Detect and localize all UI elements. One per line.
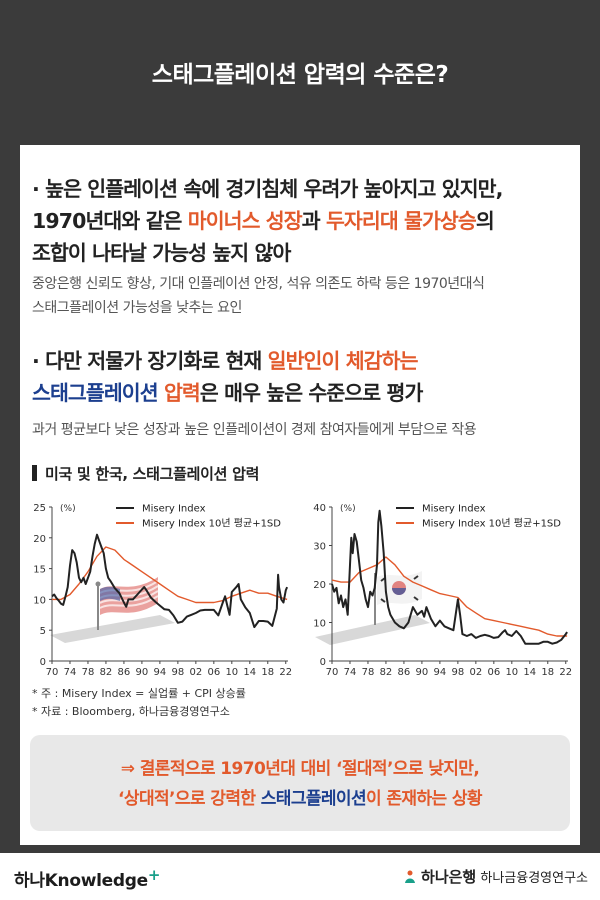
y-tick-label: 10	[33, 595, 46, 606]
y-tick-label: 5	[40, 626, 46, 637]
y-tick-label: 0	[320, 657, 326, 668]
section2-line1: · 다만 저물가 장기화로 현재 일반인이 체감하는	[32, 349, 419, 373]
x-tick-label: 02	[469, 667, 482, 678]
chart-title: 미국 및 한국, 스태그플레이션 압력	[32, 463, 259, 484]
x-tick-label: 22	[279, 667, 292, 678]
highlight-pressure: 압력	[157, 381, 201, 405]
us-flag-icon	[50, 577, 175, 643]
y-tick-label: 15	[33, 565, 46, 576]
x-tick-label: 14	[243, 667, 256, 678]
unit-label: (%)	[60, 504, 76, 514]
x-tick-label: 10	[225, 667, 238, 678]
x-tick-label: 90	[416, 667, 429, 678]
section1-subtext: 중앙은행 신뢰도 향상, 기대 인플레이션 안정, 석유 의존도 하락 등은 1…	[32, 276, 485, 316]
section2-subtext: 과거 평균보다 낮은 성장과 높은 인플레이션이 경제 참여자들에게 부담으로 …	[32, 422, 477, 438]
series-10yr-avg-plus-1sd	[331, 556, 568, 637]
series-misery-index	[51, 533, 289, 629]
unit-label: (%)	[340, 504, 356, 514]
content-card	[20, 145, 580, 845]
x-tick-label: 82	[380, 667, 393, 678]
x-tick-label: 70	[46, 667, 59, 678]
x-tick-label: 98	[171, 667, 184, 678]
hana-knowledge-logo: 하나Knowledge+	[14, 866, 161, 891]
series-10yr-avg-plus-1sd	[52, 546, 288, 604]
x-tick-label: 18	[261, 667, 274, 678]
footer	[0, 853, 600, 900]
section1-line2: 1970년대와 같은 마이너스 성장과 두자리대 물가상승의	[32, 209, 495, 233]
x-tick-label: 74	[64, 667, 77, 678]
x-tick-label: 94	[434, 667, 447, 678]
plus-icon: +	[147, 866, 161, 884]
conclusion-box: ⇒ 결론적으로 1970년대 대비 ‘절대적’으로 낮지만, ‘상대적’으로 강…	[30, 735, 570, 831]
highlight-perceived: 일반인이 체감하는	[267, 349, 419, 373]
highlight-double-digit-inflation: 두자리대 물가상승	[325, 209, 477, 233]
y-tick-label: 40	[313, 503, 326, 514]
korea-flag-icon	[315, 571, 430, 645]
legend-label: Misery Index 10년 평균+1SD	[142, 518, 281, 530]
x-tick-label: 14	[523, 667, 536, 678]
x-tick-label: 94	[154, 667, 167, 678]
legend-label: Misery Index	[142, 504, 206, 515]
x-tick-label: 90	[136, 667, 149, 678]
chart-notes: * 주 : Misery Index = 실업률 + CPI 상승률 * 자료 …	[32, 685, 246, 721]
x-tick-label: 22	[559, 667, 572, 678]
hana-leaf-icon	[403, 870, 417, 884]
y-tick-label: 25	[33, 503, 46, 514]
header: 스태그플레이션 압력의 수준은?	[0, 0, 600, 145]
x-tick-label: 74	[344, 667, 357, 678]
series-misery-index	[331, 509, 568, 645]
y-tick-label: 0	[40, 657, 46, 668]
korea-misery-chart: 0 10 20 30 40 (%) 70 74 78 82 86 90 94 98 02 06 10 14 18 22…	[313, 503, 572, 678]
note-definition: * 주 : Misery Index = 실업률 + CPI 상승률	[32, 687, 246, 700]
x-tick-label: 86	[118, 667, 131, 678]
x-tick-label: 78	[82, 667, 95, 678]
x-tick-label: 02	[189, 667, 202, 678]
section1-headline: · 높은 인플레이션 속에 경기침체 우려가 높아지고 있지만, 1970년대와…	[32, 173, 582, 269]
highlight-stagflation: 스태그플레이션	[32, 381, 159, 405]
section2-headline: · 다만 저물가 장기화로 현재 일반인이 체감하는 스태그플레이션 압력은 매…	[32, 345, 582, 409]
highlight-negative-growth: 마이너스 성장	[187, 209, 303, 233]
y-tick-label: 30	[313, 542, 326, 553]
y-tick-label: 20	[313, 580, 326, 591]
y-tick-label: 20	[33, 534, 46, 545]
x-tick-label: 10	[505, 667, 518, 678]
x-tick-label: 82	[100, 667, 113, 678]
conclusion-line2: ‘상대적’으로 강력한 스태그플레이션이 존재하는 상황	[118, 789, 482, 809]
x-tick-label: 70	[326, 667, 339, 678]
x-tick-label: 18	[541, 667, 554, 678]
x-tick-label: 86	[398, 667, 411, 678]
hana-bank-logo: 하나은행 하나금융경영연구소	[403, 866, 588, 887]
section2-line2: 스태그플레이션 압력은 매우 높은 수준으로 평가	[32, 381, 423, 405]
x-tick-label: 06	[487, 667, 500, 678]
x-tick-label: 98	[451, 667, 464, 678]
conclusion-line1: ⇒ 결론적으로 1970년대 대비 ‘절대적’으로 낮지만,	[120, 759, 480, 779]
legend-label: Misery Index 10년 평균+1SD	[422, 518, 561, 530]
x-tick-label: 06	[207, 667, 220, 678]
us-misery-chart: 0 5 10 15 20 25 (%) 70 74 78 82 86 90 94 98 02 06 10 14 18 2…	[33, 503, 292, 678]
section1-line1: · 높은 인플레이션 속에 경기침체 우려가 높아지고 있지만,	[32, 177, 503, 201]
page-title: 스태그플레이션 압력의 수준은?	[151, 62, 449, 88]
section1-line3: 조합이 나타날 가능성 높지 않아	[32, 241, 291, 265]
legend-label: Misery Index	[422, 504, 486, 515]
x-tick-label: 78	[362, 667, 375, 678]
note-source: * 자료 : Bloomberg, 하나금융경영연구소	[32, 705, 230, 718]
title-bar-icon	[32, 465, 37, 481]
y-tick-label: 10	[313, 619, 326, 630]
